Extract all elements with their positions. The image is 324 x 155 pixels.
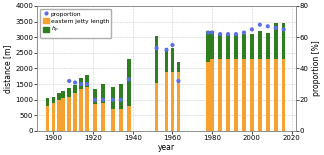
- Bar: [165, 72, 168, 131]
- Bar: [258, 59, 261, 131]
- Bar: [52, 103, 55, 131]
- Bar: [206, 62, 210, 131]
- Point: [92, 98, 98, 101]
- Bar: [171, 48, 174, 72]
- Bar: [177, 72, 180, 131]
- Bar: [85, 87, 89, 131]
- Point: [154, 47, 159, 49]
- Bar: [210, 59, 214, 131]
- Bar: [73, 93, 77, 131]
- Bar: [46, 98, 49, 106]
- Bar: [57, 100, 61, 131]
- Point: [210, 31, 215, 34]
- Bar: [266, 59, 270, 131]
- Point: [265, 25, 270, 28]
- Bar: [93, 104, 97, 131]
- Bar: [218, 59, 222, 131]
- Bar: [62, 98, 65, 131]
- Point: [73, 81, 78, 84]
- Bar: [206, 31, 210, 62]
- Bar: [119, 84, 122, 109]
- Point: [170, 44, 175, 46]
- Bar: [52, 97, 55, 103]
- Point: [176, 80, 181, 82]
- Bar: [46, 106, 49, 131]
- Bar: [282, 23, 285, 59]
- Bar: [111, 87, 115, 109]
- Bar: [85, 75, 89, 87]
- Bar: [111, 109, 115, 131]
- Point: [67, 80, 72, 82]
- Bar: [171, 72, 174, 131]
- Point: [273, 27, 278, 29]
- Bar: [119, 109, 122, 131]
- Bar: [155, 36, 158, 82]
- Bar: [274, 59, 278, 131]
- Bar: [177, 62, 180, 72]
- Point: [100, 98, 106, 101]
- Bar: [73, 85, 77, 93]
- Bar: [127, 59, 131, 106]
- Bar: [242, 59, 246, 131]
- Point: [281, 28, 286, 31]
- Point: [110, 98, 115, 101]
- Legend: proportion, eastern jetty length, $h_p$: proportion, eastern jetty length, $h_p$: [40, 9, 111, 38]
- Point: [78, 83, 84, 85]
- Point: [126, 78, 131, 81]
- Bar: [234, 59, 238, 131]
- Point: [164, 49, 169, 51]
- Point: [241, 31, 247, 34]
- Bar: [226, 34, 230, 59]
- Bar: [57, 93, 61, 100]
- Y-axis label: distance [m]: distance [m]: [4, 44, 12, 93]
- Bar: [101, 103, 105, 131]
- Bar: [226, 59, 230, 131]
- Bar: [282, 59, 285, 131]
- Point: [257, 23, 262, 26]
- Y-axis label: proportion [%]: proportion [%]: [312, 41, 320, 96]
- Bar: [67, 97, 71, 131]
- Bar: [250, 59, 254, 131]
- Bar: [62, 91, 65, 98]
- Bar: [127, 106, 131, 131]
- Bar: [101, 84, 105, 103]
- Point: [249, 28, 254, 31]
- Bar: [93, 89, 97, 104]
- Bar: [79, 78, 83, 89]
- Bar: [242, 34, 246, 59]
- Bar: [250, 34, 254, 59]
- Bar: [210, 31, 214, 59]
- Bar: [165, 48, 168, 72]
- Bar: [274, 23, 278, 59]
- Point: [233, 33, 238, 35]
- Bar: [234, 34, 238, 59]
- X-axis label: year: year: [158, 143, 175, 152]
- Bar: [218, 34, 222, 59]
- Bar: [266, 33, 270, 59]
- Bar: [155, 82, 158, 131]
- Point: [118, 98, 123, 101]
- Bar: [79, 89, 83, 131]
- Point: [206, 31, 211, 34]
- Point: [217, 33, 223, 35]
- Point: [85, 83, 90, 85]
- Point: [226, 33, 231, 35]
- Bar: [258, 31, 261, 59]
- Bar: [67, 88, 71, 97]
